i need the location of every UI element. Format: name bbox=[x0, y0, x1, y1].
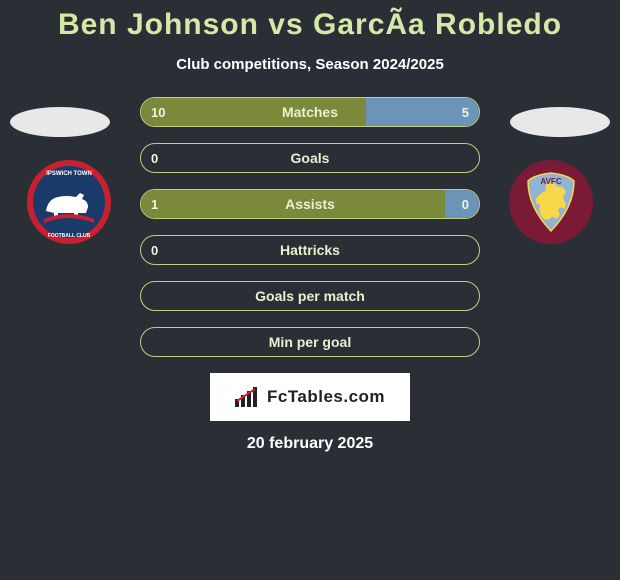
stat-row: Goals0 bbox=[140, 143, 480, 173]
subtitle: Club competitions, Season 2024/2025 bbox=[0, 56, 620, 73]
stat-row: Matches10 5 bbox=[140, 97, 480, 127]
page-title: Ben Johnson vs GarcÃ­a Robledo bbox=[0, 0, 620, 42]
stat-value-right: 0 bbox=[452, 190, 479, 218]
stat-value-right: 5 bbox=[452, 98, 479, 126]
branding-text: FcTables.com bbox=[267, 387, 385, 407]
branding-footer: FcTables.com bbox=[210, 373, 410, 421]
club-badge-left: IPSWICH TOWN FOOTBALL CLUB bbox=[26, 159, 112, 245]
stat-row: Hattricks0 bbox=[140, 235, 480, 265]
date-label: 20 february 2025 bbox=[0, 435, 620, 453]
country-flag-right bbox=[510, 107, 610, 137]
stat-row: Goals per match bbox=[140, 281, 480, 311]
svg-text:IPSWICH TOWN: IPSWICH TOWN bbox=[46, 171, 92, 177]
stat-label: Goals bbox=[141, 144, 479, 172]
stat-label: Min per goal bbox=[141, 328, 479, 356]
fctables-logo-icon bbox=[235, 387, 261, 407]
ipswich-crest-icon: IPSWICH TOWN FOOTBALL CLUB bbox=[26, 159, 112, 245]
stat-value-left: 0 bbox=[141, 144, 168, 172]
stat-row: Min per goal bbox=[140, 327, 480, 357]
stat-label: Goals per match bbox=[141, 282, 479, 310]
svg-text:FOOTBALL CLUB: FOOTBALL CLUB bbox=[48, 233, 91, 239]
comparison-chart: IPSWICH TOWN FOOTBALL CLUB AVFC Matches1… bbox=[0, 97, 620, 357]
stat-value-left: 0 bbox=[141, 236, 168, 264]
aston-villa-crest-icon: AVFC bbox=[508, 159, 594, 245]
stat-label: Matches bbox=[141, 98, 479, 126]
stat-row: Assists1 0 bbox=[140, 189, 480, 219]
country-flag-left bbox=[10, 107, 110, 137]
stat-value-left: 10 bbox=[141, 98, 175, 126]
stat-label: Hattricks bbox=[141, 236, 479, 264]
club-badge-right: AVFC bbox=[508, 159, 594, 245]
svg-text:AVFC: AVFC bbox=[540, 177, 561, 186]
stat-label: Assists bbox=[141, 190, 479, 218]
stat-value-left: 1 bbox=[141, 190, 168, 218]
